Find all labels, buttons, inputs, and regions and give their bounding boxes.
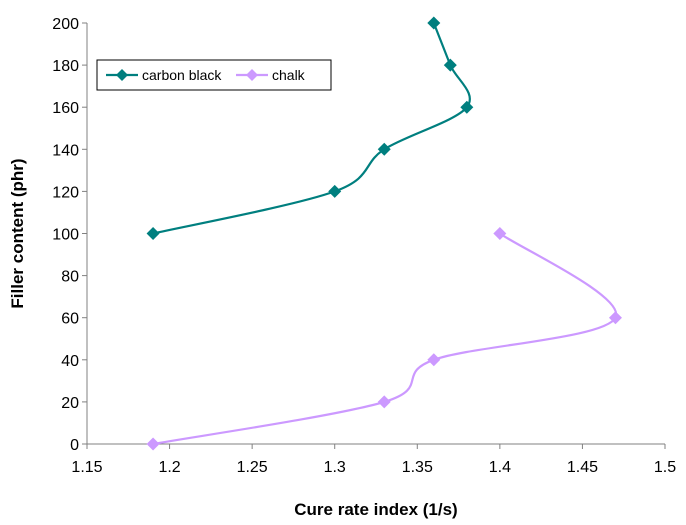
y-tick-label: 60 [61, 311, 79, 328]
legend-marker-chalk [246, 69, 258, 81]
x-tick-label: 1.2 [158, 459, 180, 476]
series-layer [146, 16, 622, 451]
y-tick-label: 100 [52, 227, 79, 244]
y-tick-label: 180 [52, 58, 79, 75]
y-tick-group: 0 20 40 60 80 100 120 140 160 180 200 [52, 16, 87, 454]
data-point-chalk [493, 227, 507, 240]
y-tick-label: 80 [61, 269, 79, 286]
y-tick-label: 20 [61, 395, 79, 412]
data-point-chalk [377, 395, 391, 409]
data-point-chalk [427, 353, 441, 367]
x-axis-title: Cure rate index (1/s) [294, 500, 457, 519]
y-tick-label: 160 [52, 100, 79, 117]
data-point-carbon-black [443, 58, 457, 72]
data-point-chalk [608, 311, 622, 325]
data-point-carbon-black [427, 16, 441, 30]
x-tick-label: 1.25 [237, 459, 268, 476]
data-point-carbon-black [146, 227, 160, 240]
x-tick-label: 1.5 [654, 459, 676, 476]
y-axis-title: Filler content (phr) [8, 158, 27, 308]
y-tick-label: 0 [70, 437, 79, 454]
x-tick-label: 1.45 [567, 459, 598, 476]
legend-marker-carbon-black [116, 69, 128, 81]
series-line-carbon-black [152, 22, 471, 235]
data-point-carbon-black [377, 142, 391, 156]
x-tick-group: 1.15 1.2 1.25 1.3 1.35 1.4 1.45 1.5 [71, 444, 676, 476]
y-tick-label: 120 [52, 184, 79, 201]
y-tick-label: 140 [52, 142, 79, 159]
legend: carbon black chalk [96, 59, 332, 91]
data-point-chalk [146, 437, 160, 451]
series-line-chalk [152, 232, 618, 446]
data-point-carbon-black [460, 100, 474, 114]
data-point-carbon-black [328, 184, 342, 198]
x-tick-label: 1.3 [324, 459, 346, 476]
x-tick-label: 1.4 [489, 459, 511, 476]
x-tick-label: 1.15 [71, 459, 102, 476]
x-tick-label: 1.35 [402, 459, 433, 476]
y-tick-label: 40 [61, 353, 79, 370]
legend-label-carbon-black: carbon black [142, 67, 222, 83]
y-tick-label: 200 [52, 16, 79, 33]
legend-label-chalk: chalk [272, 67, 306, 83]
